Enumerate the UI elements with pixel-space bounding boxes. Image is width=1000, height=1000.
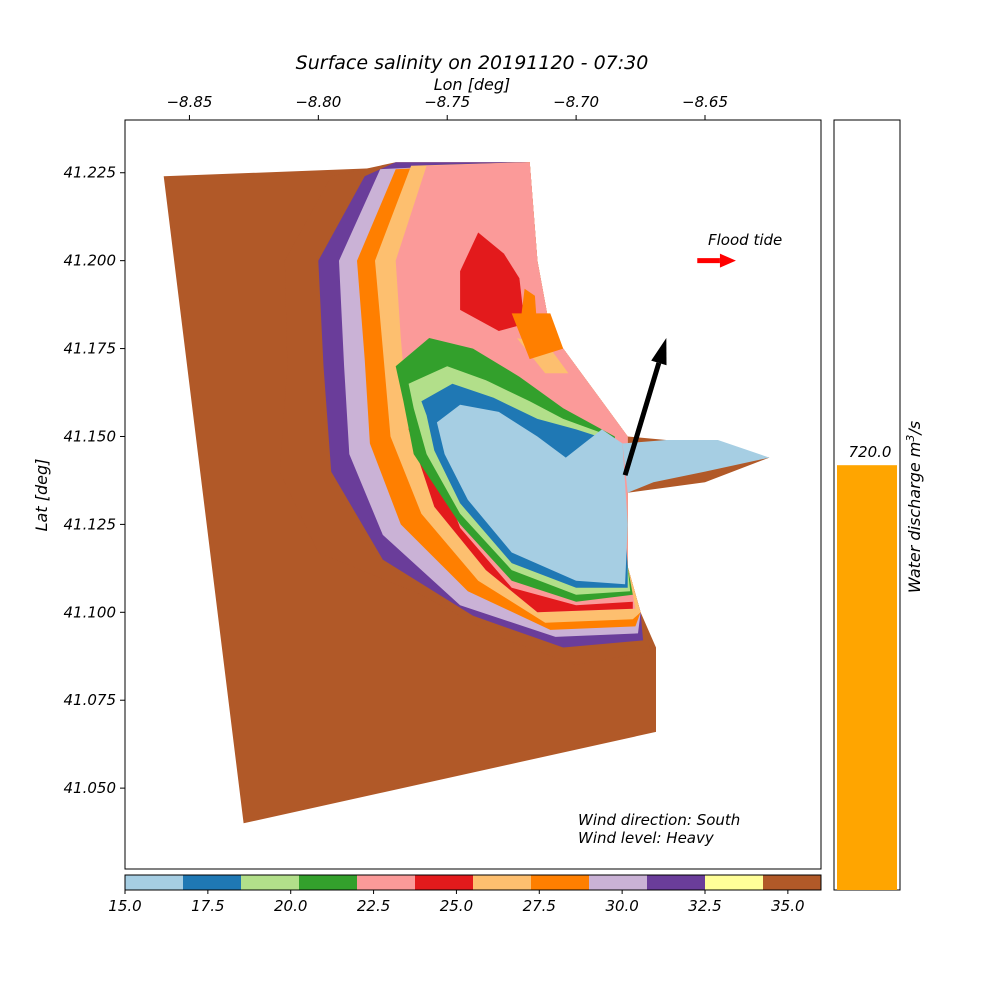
colorbar-segment-9 [647, 875, 706, 890]
y-tick-label-3: 41.125 [64, 515, 117, 533]
y-tick-label-4: 41.150 [64, 427, 117, 445]
main-axes: −8.85 −8.80 −8.75 −8.70 −8.65 41.05041.07541… [32, 75, 822, 870]
colorbar-tick-label-3: 22.5 [357, 897, 390, 915]
discharge-bar [837, 465, 897, 890]
salinity-band-14 [436, 404, 628, 585]
y-tick-label-5: 41.175 [64, 340, 117, 358]
colorbar-segment-1 [183, 875, 242, 890]
arrows [622, 253, 736, 476]
x-tick-label-1: −8.80 [295, 93, 341, 111]
colorbar-tick-label-4: 25.0 [440, 897, 473, 915]
colorbar-tick-label-2: 20.0 [274, 897, 307, 915]
salinity-band-10 [511, 313, 564, 360]
colorbar-segment-10 [705, 875, 764, 890]
colorbar-segment-0 [125, 875, 184, 890]
x-axis-label: Lon [deg] [434, 75, 511, 94]
salinity-band-6 [460, 232, 525, 331]
wind-arrow-head [651, 338, 667, 366]
wind-arrow-shaft [622, 362, 662, 476]
colorbar-tick-label-7: 32.5 [688, 897, 721, 915]
x-tick-label-0: −8.85 [166, 93, 212, 111]
colorbar-tick-label-6: 30.0 [605, 897, 638, 915]
colorbar-segment-3 [299, 875, 358, 890]
colorbar-segment-5 [415, 875, 474, 890]
y-tick-label-7: 41.225 [64, 164, 117, 182]
x-tick-label-4: −8.65 [682, 93, 728, 111]
colorbar-frame [124, 874, 822, 891]
salinity-colorbar: 15.0 17.5 20.0 22.5 25.0 27.5 30.0 32.5 35.0 [108, 874, 822, 915]
wind-direction-label: Wind direction: South [578, 811, 740, 829]
tide-arrow-head [719, 253, 736, 268]
colorbar-tick-label-8: 35.0 [771, 897, 804, 915]
colorbar-tick-label-5: 27.5 [523, 897, 556, 915]
colorbar-segment-8 [589, 875, 648, 890]
y-ticks: 41.050 41.075 41.100 41.125 41.150 41.175 41.2… [64, 164, 125, 797]
discharge-label-sup: 3 [904, 435, 917, 442]
y-tick-label-0: 41.050 [64, 779, 117, 797]
plot-frame [124, 119, 822, 870]
salinity-band-15 [622, 440, 770, 493]
y-axis-label: Lat [deg] [32, 459, 51, 532]
colorbar-tick-label-1: 17.5 [191, 897, 224, 915]
colorbar-segment-4 [357, 875, 416, 890]
x-tick-label-3: −8.70 [553, 93, 599, 111]
colorbar-segment-6 [473, 875, 532, 890]
colorbar-tick-label-0: 15.0 [108, 897, 141, 915]
salinity-map [163, 162, 770, 824]
x-tick-label-2: −8.75 [424, 93, 470, 111]
discharge-value-label: 720.0 [849, 443, 892, 461]
wind-level-label: Wind level: Heavy [578, 829, 715, 847]
colorbar-segment-7 [531, 875, 590, 890]
y-tick-label-2: 41.100 [64, 603, 117, 621]
x-ticks: −8.85 −8.80 −8.75 −8.70 −8.65 [166, 93, 728, 120]
discharge-label-main: Water discharge m [905, 442, 924, 593]
discharge-label-tail: /s [905, 421, 924, 437]
discharge-axes: 720.0 Water discharge m3/s [833, 119, 924, 891]
y-tick-label-6: 41.200 [64, 252, 117, 270]
y-tick-label-1: 41.075 [64, 691, 117, 709]
discharge-axis-label: Water discharge m3/s [904, 421, 924, 593]
colorbar-segment-11 [763, 875, 822, 890]
colorbar-segment-2 [241, 875, 300, 890]
chart-title: Surface salinity on 20191120 - 07:30 [296, 52, 649, 74]
flood-tide-label: Flood tide [708, 231, 782, 249]
